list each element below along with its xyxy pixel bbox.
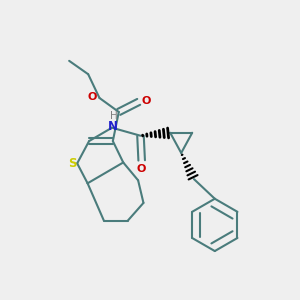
Text: H: H bbox=[110, 111, 118, 121]
Text: O: O bbox=[88, 92, 97, 102]
Text: S: S bbox=[68, 157, 77, 170]
Text: N: N bbox=[108, 120, 118, 133]
Text: O: O bbox=[141, 96, 151, 106]
Text: O: O bbox=[136, 164, 146, 174]
